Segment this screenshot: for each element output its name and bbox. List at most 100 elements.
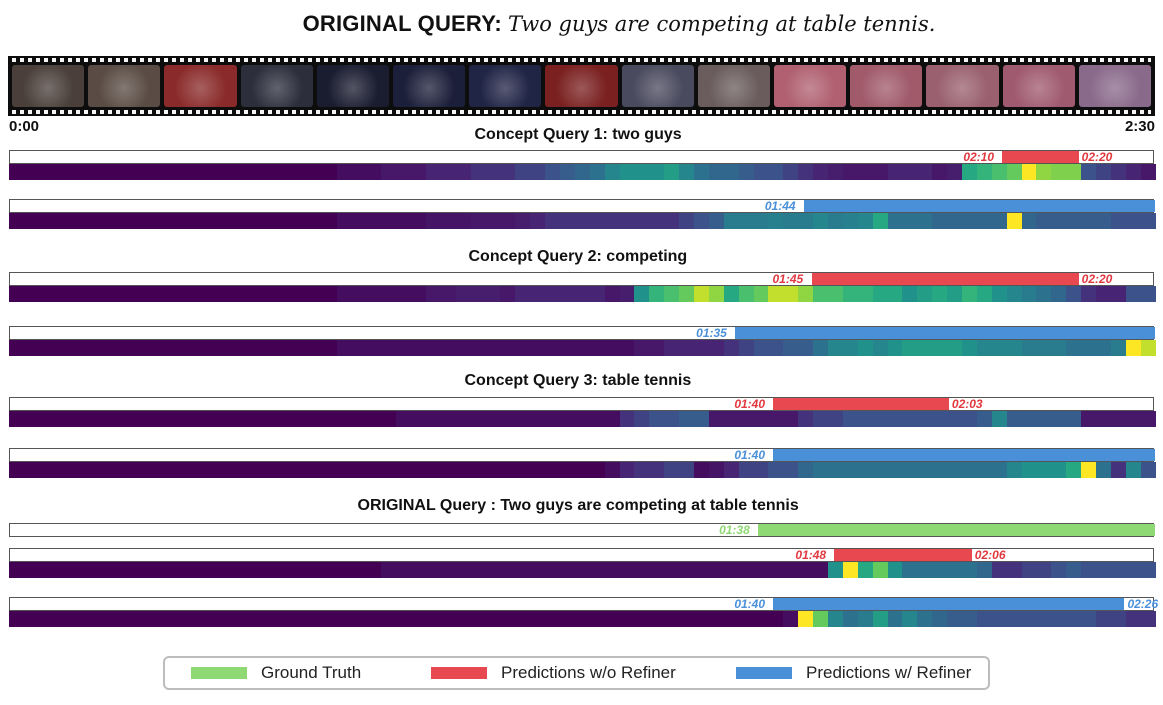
heatmap-cell (277, 462, 292, 478)
heatmap-cell (753, 286, 769, 302)
heatmap-cell (38, 164, 54, 180)
heatmap-cell (1006, 213, 1022, 229)
heatmap-cell (351, 611, 367, 627)
heatmap-cell (559, 562, 575, 578)
interval-track-ref (9, 326, 1155, 340)
heatmap-cell (1066, 164, 1082, 180)
heatmap-cell (693, 462, 709, 478)
heatmap-cell (798, 462, 814, 478)
heatmap-cell (976, 411, 992, 427)
heatmap-cell (470, 462, 486, 478)
heatmap-cell (217, 340, 233, 356)
video-frame-thumbnail (774, 65, 847, 107)
heatmap-cell (962, 213, 977, 229)
heatmap-cell (172, 164, 188, 180)
heatmap-cell (887, 213, 903, 229)
heatmap-cell (381, 411, 397, 427)
heatmap-cell (202, 164, 218, 180)
heatmap-cell (947, 286, 962, 302)
heatmap-cell (336, 562, 352, 578)
heatmap-cell (83, 611, 99, 627)
heatmap-cell (693, 562, 709, 578)
heatmap-cell (827, 611, 843, 627)
heatmap-cell (842, 340, 858, 356)
heatmap-cell (917, 164, 933, 180)
interval-segment-pred (811, 273, 1079, 285)
heatmap-cell (1110, 411, 1126, 427)
heatmap-cell (351, 462, 367, 478)
heatmap-cell (53, 286, 69, 302)
heatmap-cell (291, 411, 307, 427)
heatmap-cell (947, 411, 962, 427)
heatmap-cell (291, 286, 307, 302)
heatmap-cell (157, 611, 173, 627)
heatmap-cell (98, 286, 114, 302)
heatmap-cell (753, 411, 769, 427)
heatmap-cell (143, 213, 158, 229)
heatmap-cell (291, 340, 307, 356)
heatmap-cell (202, 411, 218, 427)
heatmap-cell (1125, 340, 1141, 356)
heatmap-cell (1110, 611, 1126, 627)
heatmap-cell (813, 411, 828, 427)
heatmap-cell (813, 164, 828, 180)
heatmap-cell (530, 286, 546, 302)
heatmap-cell (664, 411, 680, 427)
interval-start-label: 01:48 (795, 548, 827, 562)
heatmap-cell (128, 462, 144, 478)
heatmap-cell (470, 164, 486, 180)
heatmap-cell (455, 462, 471, 478)
heatmap-cell (515, 340, 531, 356)
heatmap-cell (559, 611, 575, 627)
heatmap-cell (723, 411, 739, 427)
heatmap-cell (813, 611, 828, 627)
heatmap-cell (619, 286, 635, 302)
heatmap-cell (813, 213, 828, 229)
heatmap-cell (68, 462, 84, 478)
heatmap-cell (753, 213, 769, 229)
heatmap-cell (172, 286, 188, 302)
heatmap-cell (574, 340, 590, 356)
heatmap-cell (485, 286, 501, 302)
interval-start-label: 02:10 (963, 150, 995, 164)
heatmap-cell (1051, 411, 1067, 427)
heatmap-cell (842, 611, 858, 627)
heatmap-cell (604, 462, 620, 478)
heatmap-cell (411, 611, 426, 627)
heatmap-cell (351, 340, 367, 356)
heatmap-cell (962, 340, 977, 356)
heatmap-cell (545, 340, 560, 356)
heatmap-cell (842, 213, 858, 229)
legend-swatch-predictions-wo-refiner (431, 667, 487, 679)
heatmap-cell (291, 562, 307, 578)
heatmap-cell (455, 213, 471, 229)
heatmap-cell (768, 562, 784, 578)
heatmap-cell (366, 286, 382, 302)
heatmap-cell (1140, 164, 1156, 180)
heatmap-cell (768, 164, 784, 180)
heatmap-cell (827, 562, 843, 578)
heatmap-cell (217, 286, 233, 302)
heatmap-cell (589, 562, 605, 578)
heatmap-cell (634, 562, 650, 578)
heatmap-cell (500, 340, 516, 356)
heatmap-cell (1021, 562, 1037, 578)
heatmap-cell (753, 340, 769, 356)
film-perforations-top (12, 58, 1151, 62)
heatmap-cell (262, 611, 278, 627)
heatmap-cell (9, 340, 24, 356)
interval-segment-gt (758, 524, 1155, 536)
heatmap-cell (991, 462, 1007, 478)
heatmap-cell (262, 164, 278, 180)
heatmap-cell (589, 286, 605, 302)
heatmap-cell (38, 462, 54, 478)
heatmap-cell (976, 213, 992, 229)
heatmap-cell (396, 286, 412, 302)
heatmap-cell (857, 213, 873, 229)
heatmap-cell (202, 286, 218, 302)
heatmap-cell (143, 462, 158, 478)
heatmap-cell (887, 164, 903, 180)
heatmap-cell (783, 340, 799, 356)
heatmap-cell (23, 462, 39, 478)
legend-label: Predictions w/ Refiner (806, 663, 972, 682)
